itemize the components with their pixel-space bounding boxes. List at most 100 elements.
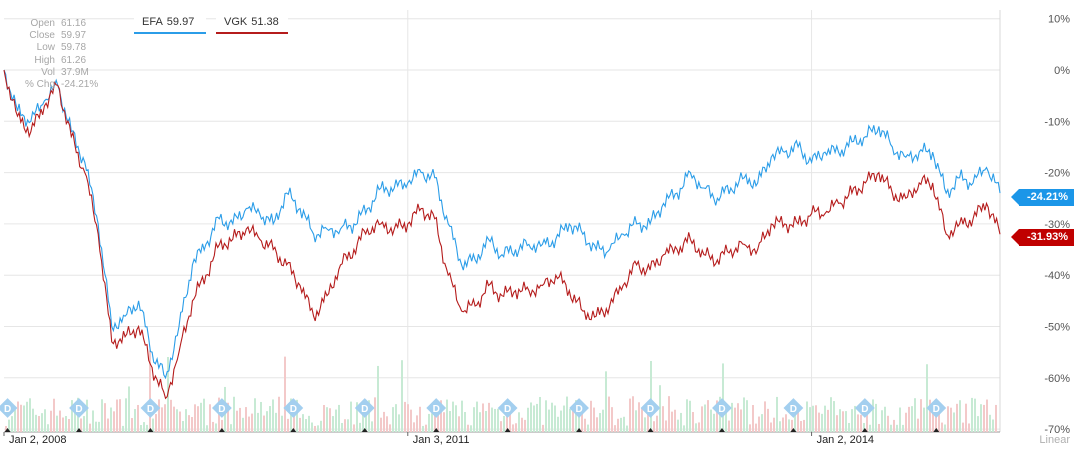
volume-bar bbox=[155, 414, 157, 432]
volume-bar bbox=[317, 425, 319, 432]
volume-bar bbox=[806, 401, 808, 432]
dividend-marker[interactable] bbox=[783, 398, 804, 418]
volume-bar bbox=[794, 404, 796, 432]
scale-mode-toggle[interactable]: Linear bbox=[1039, 434, 1070, 446]
legend-item-vgk[interactable]: VGK 51.38 bbox=[216, 13, 288, 34]
volume-bar bbox=[308, 415, 310, 432]
volume-bar bbox=[767, 408, 769, 432]
volume-bar bbox=[812, 405, 814, 432]
volume-bar bbox=[179, 411, 181, 432]
volume-bar bbox=[920, 399, 922, 432]
volume-bar bbox=[932, 410, 934, 432]
volume-bar bbox=[170, 399, 172, 432]
volume-bar bbox=[359, 422, 361, 432]
ohlc-row-high: High 61.26 bbox=[18, 55, 98, 67]
volume-bar bbox=[248, 416, 250, 432]
volume-bar bbox=[854, 405, 856, 432]
volume-bar bbox=[773, 417, 775, 432]
y-tick-label: 0% bbox=[1054, 65, 1070, 77]
volume-bar bbox=[200, 402, 202, 432]
dividend-marker[interactable] bbox=[569, 398, 589, 418]
volume-bar bbox=[626, 425, 628, 432]
volume-bar bbox=[257, 412, 259, 432]
ohlc-value-low: 59.78 bbox=[61, 42, 87, 54]
dividend-marker-label: D bbox=[4, 404, 11, 415]
volume-bar bbox=[752, 405, 754, 432]
volume-bar bbox=[668, 396, 670, 432]
dividend-marker[interactable] bbox=[926, 398, 947, 418]
volume-bar bbox=[350, 401, 352, 432]
volume-bar bbox=[452, 401, 454, 432]
volume-bar bbox=[161, 407, 163, 432]
volume-bar bbox=[38, 416, 40, 432]
dividend-marker[interactable] bbox=[0, 398, 18, 418]
dividend-marker[interactable] bbox=[426, 398, 447, 418]
volume-bar bbox=[422, 425, 424, 432]
dividend-marker[interactable] bbox=[497, 398, 518, 418]
volume-bar bbox=[614, 425, 616, 432]
dividend-marker[interactable] bbox=[69, 398, 89, 418]
volume-bar bbox=[266, 411, 268, 432]
volume-bar bbox=[146, 424, 148, 432]
dividend-marker[interactable] bbox=[211, 398, 232, 418]
volume-bar bbox=[11, 416, 13, 432]
x-axis-tick-marker bbox=[718, 428, 725, 432]
volume-bar bbox=[443, 412, 445, 432]
x-tick-label: Jan 3, 2011 bbox=[413, 434, 470, 446]
volume-bar bbox=[881, 410, 883, 432]
volume-bar bbox=[824, 405, 826, 432]
dividend-marker[interactable] bbox=[712, 398, 732, 418]
volume-bar bbox=[893, 419, 895, 432]
volume-bar bbox=[857, 414, 859, 432]
volume-bar bbox=[296, 399, 298, 432]
volume-bar bbox=[395, 404, 397, 432]
volume-bar bbox=[695, 423, 697, 432]
y-tick-label: -20% bbox=[1044, 168, 1070, 180]
x-tick-label: Jan 2, 2008 bbox=[9, 434, 67, 446]
volume-bar bbox=[797, 405, 799, 432]
legend-item-efa[interactable]: EFA 59.97 bbox=[134, 13, 206, 34]
dividend-marker-label: D bbox=[147, 404, 154, 415]
volume-bar bbox=[926, 364, 928, 432]
volume-bar bbox=[26, 401, 28, 432]
volume-bar bbox=[554, 405, 556, 432]
dividend-marker[interactable] bbox=[140, 398, 161, 418]
volume-bar bbox=[776, 396, 778, 432]
dividend-marker-label: D bbox=[790, 404, 797, 415]
volume-bar bbox=[41, 413, 43, 432]
volume-bar bbox=[533, 405, 535, 432]
volume-bar bbox=[341, 422, 343, 432]
x-axis-tick-marker bbox=[4, 428, 11, 432]
volume-bar bbox=[983, 404, 985, 432]
volume-bar bbox=[425, 424, 427, 432]
volume-bar bbox=[512, 424, 514, 432]
dividend-marker[interactable] bbox=[640, 398, 661, 418]
volume-bar bbox=[977, 416, 979, 432]
volume-bar bbox=[113, 411, 115, 432]
x-axis-tick-marker bbox=[290, 428, 297, 432]
dividend-marker-label: D bbox=[361, 404, 368, 415]
volume-bar bbox=[254, 398, 256, 432]
dividend-marker[interactable] bbox=[854, 398, 875, 418]
x-axis-tick-marker bbox=[790, 428, 797, 432]
volume-bar bbox=[914, 398, 916, 432]
dividend-marker[interactable] bbox=[283, 398, 304, 418]
dividend-marker[interactable] bbox=[354, 398, 375, 418]
volume-bar bbox=[47, 424, 49, 432]
volume-bar bbox=[947, 406, 949, 432]
volume-bar bbox=[524, 419, 526, 432]
volume-bar bbox=[815, 405, 817, 432]
volume-bar bbox=[653, 421, 655, 432]
volume-bar bbox=[440, 400, 442, 432]
volume-bar bbox=[938, 407, 940, 432]
volume-bar bbox=[503, 415, 505, 432]
volume-bar bbox=[401, 360, 403, 432]
volume-bar bbox=[323, 405, 325, 432]
volume-bar bbox=[674, 409, 676, 432]
x-axis-tick-marker bbox=[361, 428, 368, 432]
volume-bar bbox=[95, 421, 97, 432]
volume-bar bbox=[245, 407, 247, 432]
dividend-marker-label: D bbox=[575, 404, 582, 415]
